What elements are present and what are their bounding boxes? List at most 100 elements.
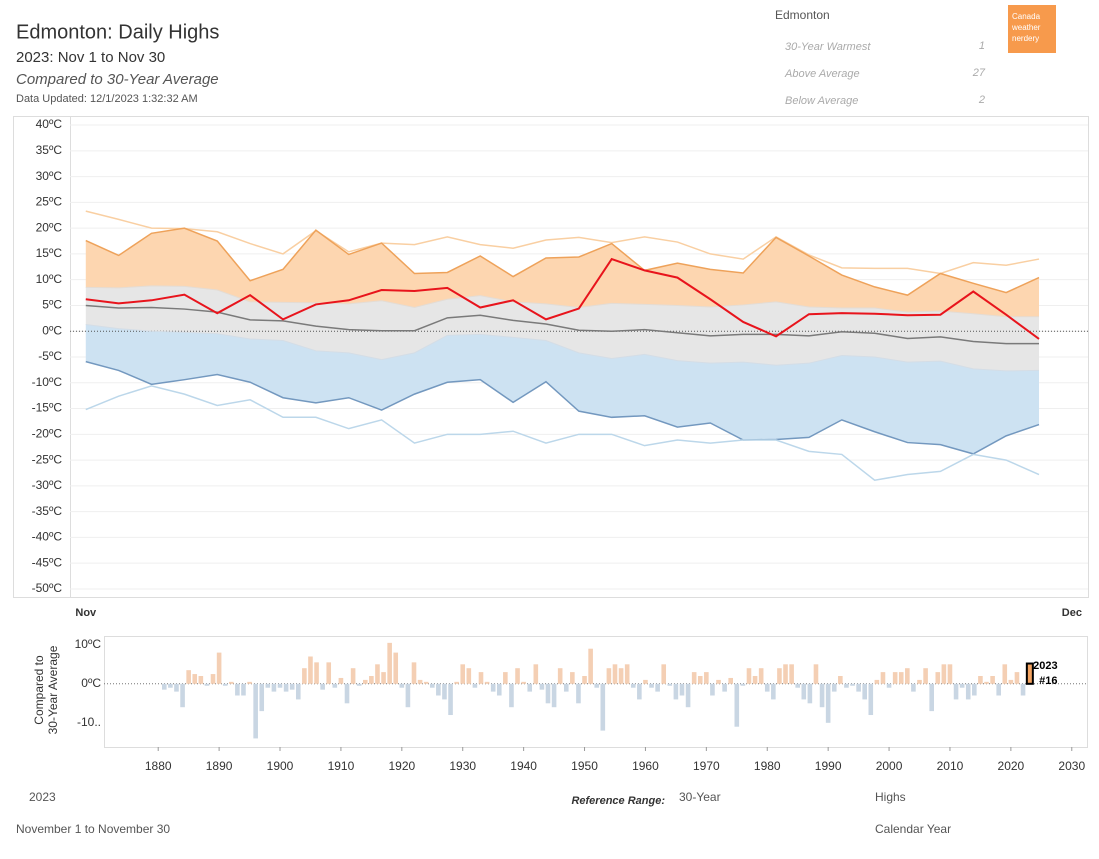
bar [704,672,709,684]
bar [990,676,995,684]
bar [965,683,971,700]
bar [1014,672,1020,684]
bar [527,683,533,692]
bar [905,668,910,684]
y-tick-label: 10ºC [75,637,102,651]
bar [235,683,240,696]
annotation: #16 [1039,675,1057,687]
bar [436,683,441,696]
bar [600,683,606,731]
logo-text: Canada [1012,12,1041,21]
y-tick-label: 30ºC [36,169,63,183]
bar [831,683,837,692]
bar [594,683,600,688]
stat-value: 1 [979,40,985,52]
bar [777,668,782,684]
bar [716,679,721,684]
bar [746,668,752,684]
bar [228,681,234,684]
bar [582,676,587,684]
x-tick-label: 2020 [998,759,1025,773]
bar [387,642,392,684]
bar [466,668,472,684]
series-line [85,257,1040,340]
y-tick-label: -40ºC [32,530,63,544]
bar [862,683,867,700]
bar [630,683,636,688]
bar [204,683,210,686]
bar [825,683,831,723]
y-tick-label: 5ºC [42,298,62,312]
series-line [85,304,1040,345]
bar [959,683,965,688]
bar [539,683,545,690]
series-line [85,285,1040,318]
bar [241,683,246,696]
bottom-frame [104,636,1088,748]
comparison: Compared to 30-Year Average [16,71,219,88]
y-tick-label: 40ºC [36,117,63,131]
annotation-year: 2023 [1033,660,1057,672]
bar [350,668,356,684]
bar [423,681,429,684]
bar [338,677,344,684]
reference-label: Reference Range: [571,795,665,807]
bar [838,676,843,684]
bar [734,683,740,727]
bar [326,662,332,684]
y-tick-label: -30ºC [32,478,63,492]
footer-year: 2023 [29,790,56,804]
bar [174,683,179,692]
bar [661,664,667,684]
bar [1025,662,1034,685]
bar [874,679,880,684]
x-tick-label: 1890 [206,759,233,773]
period: Calendar Year [875,822,951,836]
bar [880,672,886,684]
x-tick-label: 2000 [876,759,903,773]
y-axis-label: Compared to [32,655,46,725]
bar [332,683,338,688]
y-tick-label: 0ºC [81,676,101,690]
bar [655,683,660,692]
bar [405,683,411,708]
bar [369,676,374,684]
bar [222,683,228,686]
bar [771,683,776,700]
bar [417,679,423,684]
bar [588,648,593,684]
band [85,285,1040,371]
bar [381,672,386,684]
bar [691,672,697,684]
bar [649,683,654,688]
bar [295,683,301,700]
bar [472,683,478,688]
bar [984,681,989,684]
bar [850,683,855,686]
bar [886,683,892,688]
bar [210,674,216,684]
bar [697,676,703,684]
bar [953,683,959,700]
main-frame [13,116,1089,598]
measure: Highs [875,790,906,804]
bar [253,683,258,739]
bar [478,672,484,684]
band [85,228,1040,317]
x-tick-label: 2030 [1058,759,1085,773]
updated: Data Updated: 12/1/2023 1:32:32 AM [16,93,198,105]
bar [509,683,514,708]
y-tick-label: -15ºC [32,401,63,415]
bar [978,676,983,684]
bar [265,683,271,688]
bar [667,683,673,686]
bar [454,681,459,684]
y-tick-label: -10ºC [32,375,63,389]
bar [643,679,648,684]
x-tick-label: 1910 [328,759,355,773]
bar [484,681,490,684]
bar [344,683,350,704]
bar [168,683,173,688]
bar [490,683,496,692]
bar [247,681,252,684]
